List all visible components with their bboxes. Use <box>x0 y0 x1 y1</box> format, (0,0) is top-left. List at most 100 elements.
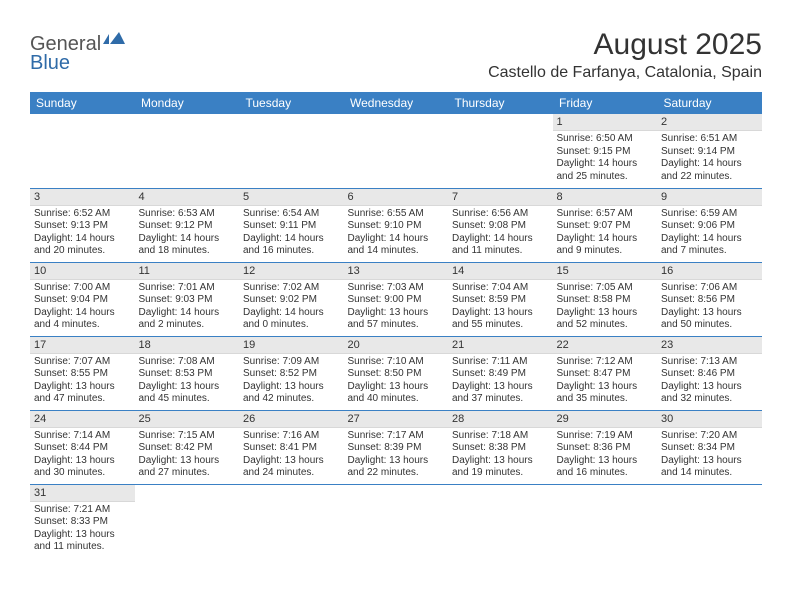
day-number: 16 <box>657 263 762 280</box>
calendar-cell-empty <box>448 114 553 188</box>
day-number: 19 <box>239 337 344 354</box>
daylight-line: Daylight: 14 hours and 14 minutes. <box>348 233 445 258</box>
day-header: Monday <box>135 92 240 114</box>
calendar-body: 1Sunrise: 6:50 AMSunset: 9:15 PMDaylight… <box>30 114 762 558</box>
calendar-cell: 14Sunrise: 7:04 AMSunset: 8:59 PMDayligh… <box>448 262 553 336</box>
sunrise-line: Sunrise: 7:12 AM <box>557 356 654 369</box>
day-number: 21 <box>448 337 553 354</box>
sunrise-line: Sunrise: 7:16 AM <box>243 430 340 443</box>
daylight-line: Daylight: 14 hours and 11 minutes. <box>452 233 549 258</box>
calendar-cell-empty <box>30 114 135 188</box>
sunrise-line: Sunrise: 7:01 AM <box>139 282 236 295</box>
day-body: Sunrise: 6:51 AMSunset: 9:14 PMDaylight:… <box>657 131 762 185</box>
sunrise-line: Sunrise: 7:15 AM <box>139 430 236 443</box>
sunrise-line: Sunrise: 6:57 AM <box>557 208 654 221</box>
day-body: Sunrise: 7:19 AMSunset: 8:36 PMDaylight:… <box>553 428 658 482</box>
daylight-line: Daylight: 14 hours and 16 minutes. <box>243 233 340 258</box>
flag-icon <box>103 32 125 51</box>
sunset-line: Sunset: 9:12 PM <box>139 220 236 233</box>
sunrise-line: Sunrise: 7:18 AM <box>452 430 549 443</box>
calendar-cell: 4Sunrise: 6:53 AMSunset: 9:12 PMDaylight… <box>135 188 240 262</box>
daylight-line: Daylight: 14 hours and 4 minutes. <box>34 307 131 332</box>
sunrise-line: Sunrise: 7:19 AM <box>557 430 654 443</box>
calendar-cell: 30Sunrise: 7:20 AMSunset: 8:34 PMDayligh… <box>657 410 762 484</box>
day-number: 31 <box>30 485 135 502</box>
sunrise-line: Sunrise: 7:10 AM <box>348 356 445 369</box>
daylight-line: Daylight: 13 hours and 35 minutes. <box>557 381 654 406</box>
calendar-row: 24Sunrise: 7:14 AMSunset: 8:44 PMDayligh… <box>30 410 762 484</box>
day-body: Sunrise: 7:06 AMSunset: 8:56 PMDaylight:… <box>657 280 762 334</box>
daylight-line: Daylight: 14 hours and 0 minutes. <box>243 307 340 332</box>
daylight-line: Daylight: 14 hours and 7 minutes. <box>661 233 758 258</box>
calendar-cell: 15Sunrise: 7:05 AMSunset: 8:58 PMDayligh… <box>553 262 658 336</box>
daylight-line: Daylight: 13 hours and 27 minutes. <box>139 455 236 480</box>
sunrise-line: Sunrise: 6:51 AM <box>661 133 758 146</box>
sunrise-line: Sunrise: 7:20 AM <box>661 430 758 443</box>
calendar-cell-empty <box>239 484 344 558</box>
daylight-line: Daylight: 13 hours and 24 minutes. <box>243 455 340 480</box>
location: Castello de Farfanya, Catalonia, Spain <box>488 64 762 82</box>
page: General August 2025 Castello de Farfanya… <box>0 0 792 578</box>
calendar-cell: 23Sunrise: 7:13 AMSunset: 8:46 PMDayligh… <box>657 336 762 410</box>
daylight-line: Daylight: 13 hours and 32 minutes. <box>661 381 758 406</box>
day-body: Sunrise: 7:07 AMSunset: 8:55 PMDaylight:… <box>30 354 135 408</box>
day-body: Sunrise: 7:05 AMSunset: 8:58 PMDaylight:… <box>553 280 658 334</box>
sunrise-line: Sunrise: 7:05 AM <box>557 282 654 295</box>
daylight-line: Daylight: 13 hours and 55 minutes. <box>452 307 549 332</box>
day-body: Sunrise: 7:03 AMSunset: 9:00 PMDaylight:… <box>344 280 449 334</box>
day-body: Sunrise: 7:13 AMSunset: 8:46 PMDaylight:… <box>657 354 762 408</box>
calendar-cell: 22Sunrise: 7:12 AMSunset: 8:47 PMDayligh… <box>553 336 658 410</box>
day-header: Thursday <box>448 92 553 114</box>
day-number: 5 <box>239 189 344 206</box>
daylight-line: Daylight: 13 hours and 19 minutes. <box>452 455 549 480</box>
calendar-cell: 11Sunrise: 7:01 AMSunset: 9:03 PMDayligh… <box>135 262 240 336</box>
calendar-cell: 7Sunrise: 6:56 AMSunset: 9:08 PMDaylight… <box>448 188 553 262</box>
calendar-cell: 3Sunrise: 6:52 AMSunset: 9:13 PMDaylight… <box>30 188 135 262</box>
day-number: 25 <box>135 411 240 428</box>
daylight-line: Daylight: 13 hours and 37 minutes. <box>452 381 549 406</box>
sunset-line: Sunset: 9:15 PM <box>557 146 654 159</box>
sunset-line: Sunset: 9:04 PM <box>34 294 131 307</box>
calendar-row: 17Sunrise: 7:07 AMSunset: 8:55 PMDayligh… <box>30 336 762 410</box>
sunset-line: Sunset: 9:06 PM <box>661 220 758 233</box>
sunrise-line: Sunrise: 7:03 AM <box>348 282 445 295</box>
daylight-line: Daylight: 14 hours and 20 minutes. <box>34 233 131 258</box>
day-number: 26 <box>239 411 344 428</box>
sunset-line: Sunset: 8:53 PM <box>139 368 236 381</box>
calendar-cell-empty <box>657 484 762 558</box>
daylight-line: Daylight: 14 hours and 2 minutes. <box>139 307 236 332</box>
sunset-line: Sunset: 8:33 PM <box>34 516 131 529</box>
sunrise-line: Sunrise: 7:04 AM <box>452 282 549 295</box>
calendar-cell: 18Sunrise: 7:08 AMSunset: 8:53 PMDayligh… <box>135 336 240 410</box>
day-number: 30 <box>657 411 762 428</box>
day-header-row: SundayMondayTuesdayWednesdayThursdayFrid… <box>30 92 762 114</box>
day-body: Sunrise: 7:08 AMSunset: 8:53 PMDaylight:… <box>135 354 240 408</box>
calendar-row: 10Sunrise: 7:00 AMSunset: 9:04 PMDayligh… <box>30 262 762 336</box>
calendar-cell: 19Sunrise: 7:09 AMSunset: 8:52 PMDayligh… <box>239 336 344 410</box>
day-body: Sunrise: 6:57 AMSunset: 9:07 PMDaylight:… <box>553 206 658 260</box>
sunset-line: Sunset: 9:08 PM <box>452 220 549 233</box>
daylight-line: Daylight: 13 hours and 16 minutes. <box>557 455 654 480</box>
sunrise-line: Sunrise: 6:55 AM <box>348 208 445 221</box>
daylight-line: Daylight: 14 hours and 9 minutes. <box>557 233 654 258</box>
sunset-line: Sunset: 8:58 PM <box>557 294 654 307</box>
sunrise-line: Sunrise: 6:54 AM <box>243 208 340 221</box>
day-body: Sunrise: 7:14 AMSunset: 8:44 PMDaylight:… <box>30 428 135 482</box>
day-number: 27 <box>344 411 449 428</box>
sunset-line: Sunset: 8:46 PM <box>661 368 758 381</box>
calendar-cell: 25Sunrise: 7:15 AMSunset: 8:42 PMDayligh… <box>135 410 240 484</box>
sunset-line: Sunset: 9:07 PM <box>557 220 654 233</box>
calendar-cell: 29Sunrise: 7:19 AMSunset: 8:36 PMDayligh… <box>553 410 658 484</box>
day-number: 10 <box>30 263 135 280</box>
day-body: Sunrise: 7:21 AMSunset: 8:33 PMDaylight:… <box>30 502 135 556</box>
sunset-line: Sunset: 8:34 PM <box>661 442 758 455</box>
sunrise-line: Sunrise: 7:08 AM <box>139 356 236 369</box>
day-header: Saturday <box>657 92 762 114</box>
calendar-cell: 26Sunrise: 7:16 AMSunset: 8:41 PMDayligh… <box>239 410 344 484</box>
calendar-cell: 5Sunrise: 6:54 AMSunset: 9:11 PMDaylight… <box>239 188 344 262</box>
day-body: Sunrise: 7:18 AMSunset: 8:38 PMDaylight:… <box>448 428 553 482</box>
calendar-cell: 9Sunrise: 6:59 AMSunset: 9:06 PMDaylight… <box>657 188 762 262</box>
day-header: Friday <box>553 92 658 114</box>
calendar-cell: 6Sunrise: 6:55 AMSunset: 9:10 PMDaylight… <box>344 188 449 262</box>
sunset-line: Sunset: 8:52 PM <box>243 368 340 381</box>
